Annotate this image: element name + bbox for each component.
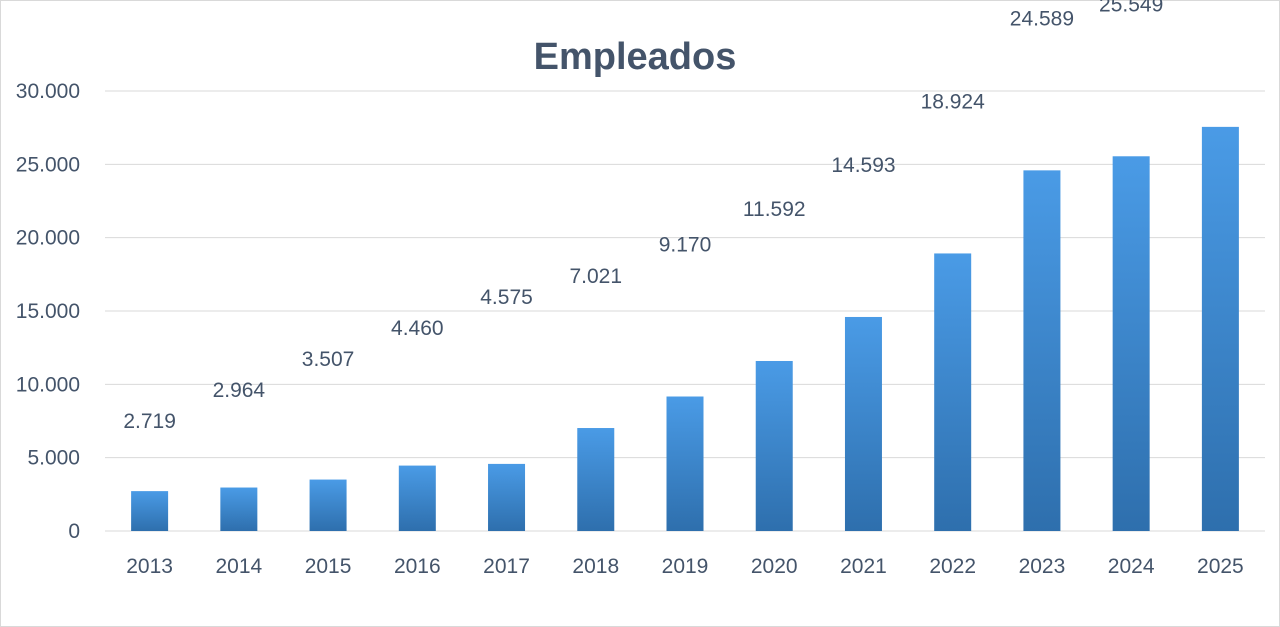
bar-2020 [755, 360, 793, 531]
bar-2024 [1112, 156, 1150, 532]
x-tick-label: 2018 [572, 555, 619, 578]
data-label-2016: 4.460 [391, 317, 444, 340]
bar-2023 [1023, 170, 1061, 531]
y-axis-ticks: 0 5.000 10.000 15.000 20.000 25.000 30.000 [16, 80, 80, 543]
y-tick-label: 30.000 [16, 80, 80, 103]
bar-2016 [398, 465, 436, 531]
x-tick-label: 2020 [751, 555, 798, 578]
data-label-2021: 14.593 [831, 154, 895, 177]
x-tick-label: 2019 [662, 555, 709, 578]
data-label-2020: 11.592 [743, 198, 806, 221]
bar-2013 [131, 491, 169, 531]
x-tick-label: 2013 [126, 555, 173, 578]
data-label-2024: 25.549 [1099, 0, 1163, 16]
x-tick-label: 2014 [215, 555, 262, 578]
x-tick-label: 2015 [305, 555, 352, 578]
x-tick-label: 2022 [929, 555, 976, 578]
x-tick-label: 2021 [840, 555, 887, 578]
data-label-2019: 9.170 [659, 234, 712, 257]
bar-2018 [577, 428, 615, 531]
data-label-2015: 3.507 [302, 348, 355, 371]
bar-2025 [1201, 126, 1239, 531]
data-label-2022: 18.924 [921, 90, 986, 113]
data-label-2023: 24.589 [1010, 7, 1074, 30]
data-label-2018: 7.021 [569, 265, 622, 288]
x-tick-label: 2025 [1197, 555, 1244, 578]
bar-2015 [309, 479, 347, 531]
y-tick-label: 10.000 [16, 373, 80, 396]
data-labels: 2.719 2.964 3.507 4.460 4.575 7.021 9.170 11.59… [123, 0, 1163, 433]
y-tick-label: 15.000 [16, 300, 80, 323]
x-tick-label: 2023 [1019, 555, 1066, 578]
bar-2019 [666, 396, 704, 531]
data-label-2017: 4.575 [480, 286, 533, 309]
data-label-2013: 2.719 [123, 410, 176, 433]
x-tick-label: 2017 [483, 555, 530, 578]
x-axis-ticks: 2013 2014 2015 2016 2017 2018 2019 2020 2021 2022… [126, 555, 1243, 578]
x-tick-label: 2024 [1108, 555, 1155, 578]
y-tick-label: 5.000 [27, 447, 80, 470]
y-tick-label: 25.000 [16, 153, 80, 176]
bar-2014 [220, 487, 258, 531]
y-tick-label: 20.000 [16, 227, 80, 250]
y-tick-label: 0 [68, 520, 80, 543]
gridlines [105, 90, 1265, 532]
bar-2021 [844, 316, 882, 531]
bar-2022 [934, 253, 972, 531]
data-label-2014: 2.964 [213, 379, 266, 402]
bar-2017 [488, 463, 526, 531]
x-tick-label: 2016 [394, 555, 441, 578]
chart-title: Empleados [533, 36, 737, 78]
bars [131, 126, 1239, 532]
